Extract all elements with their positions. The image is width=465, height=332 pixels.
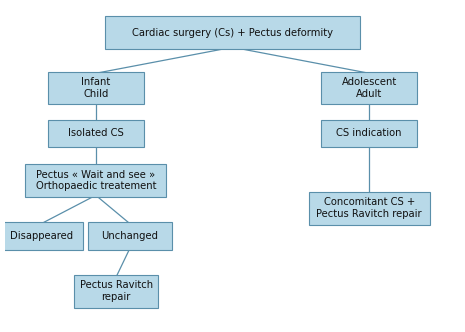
Text: Isolated CS: Isolated CS [68, 128, 124, 138]
Text: CS indication: CS indication [337, 128, 402, 138]
FancyBboxPatch shape [48, 72, 144, 104]
FancyBboxPatch shape [105, 16, 360, 49]
Text: Cardiac surgery (Cs) + Pectus deformity: Cardiac surgery (Cs) + Pectus deformity [132, 28, 333, 38]
FancyBboxPatch shape [321, 120, 417, 147]
FancyBboxPatch shape [48, 120, 144, 147]
FancyBboxPatch shape [74, 275, 159, 307]
FancyBboxPatch shape [88, 222, 172, 250]
Text: Disappeared: Disappeared [10, 231, 73, 241]
Text: Infant
Child: Infant Child [81, 77, 110, 99]
FancyBboxPatch shape [25, 164, 166, 197]
Text: Adolescent
Adult: Adolescent Adult [342, 77, 397, 99]
Text: Pectus Ravitch
repair: Pectus Ravitch repair [80, 281, 153, 302]
Text: Concomitant CS +
Pectus Ravitch repair: Concomitant CS + Pectus Ravitch repair [316, 198, 422, 219]
FancyBboxPatch shape [309, 192, 430, 224]
FancyBboxPatch shape [321, 72, 417, 104]
FancyBboxPatch shape [0, 222, 83, 250]
Text: Unchanged: Unchanged [101, 231, 159, 241]
Text: Pectus « Wait and see »
Orthopaedic treatement: Pectus « Wait and see » Orthopaedic trea… [35, 170, 156, 192]
